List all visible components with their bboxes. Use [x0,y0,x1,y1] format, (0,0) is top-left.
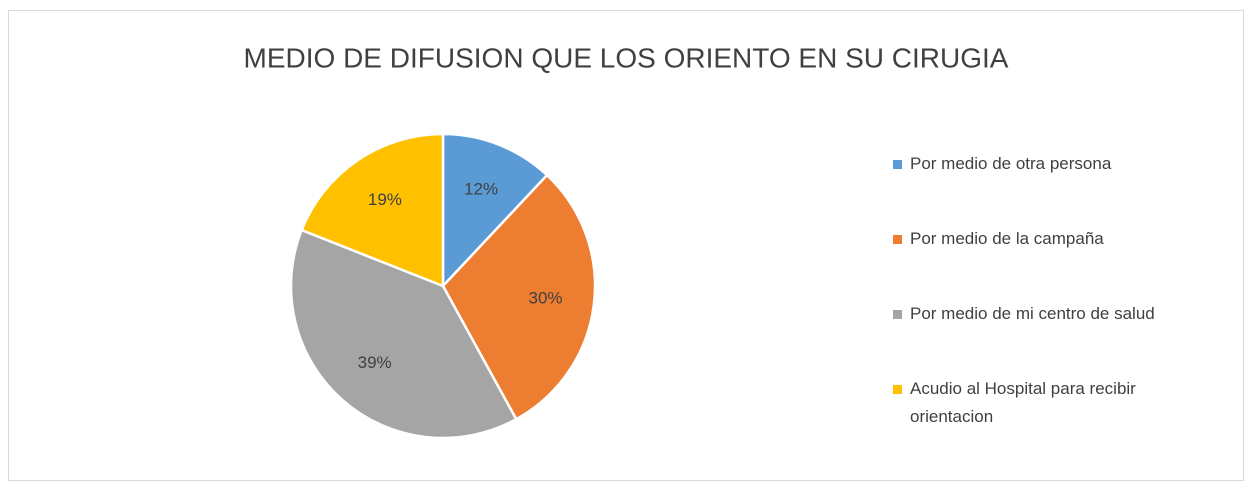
legend-label: Por medio de la campaña [910,229,1104,248]
legend-item: Por medio de otra persona [893,150,1213,225]
data-label: 30% [529,288,563,307]
pie-slice [441,173,597,421]
data-label: 12% [464,179,498,198]
legend-item: Por medio de la campaña [893,225,1213,300]
legend-swatch [893,160,902,169]
legend-swatch [893,310,902,319]
legend-item: Por medio de mi centro de salud [893,300,1213,375]
pie-slice [300,132,445,288]
data-label: 19% [368,190,402,209]
data-label: 39% [358,353,392,372]
chart-title: MEDIO DE DIFUSION QUE LOS ORIENTO EN SU … [244,42,1009,73]
chart-frame [8,10,1244,481]
pie-slice [289,228,518,440]
legend-label: Por medio de mi centro de salud [910,304,1155,323]
legend: Por medio de otra persona Por medio de la… [893,150,1213,450]
legend-swatch [893,235,902,244]
legend-swatch [893,385,902,394]
legend-item: Acudio al Hospital para recibir orientac… [893,375,1213,450]
legend-label: Acudio al Hospital para recibir orientac… [910,379,1136,426]
pie-slice [441,132,549,290]
legend-label: Por medio de otra persona [910,154,1112,173]
